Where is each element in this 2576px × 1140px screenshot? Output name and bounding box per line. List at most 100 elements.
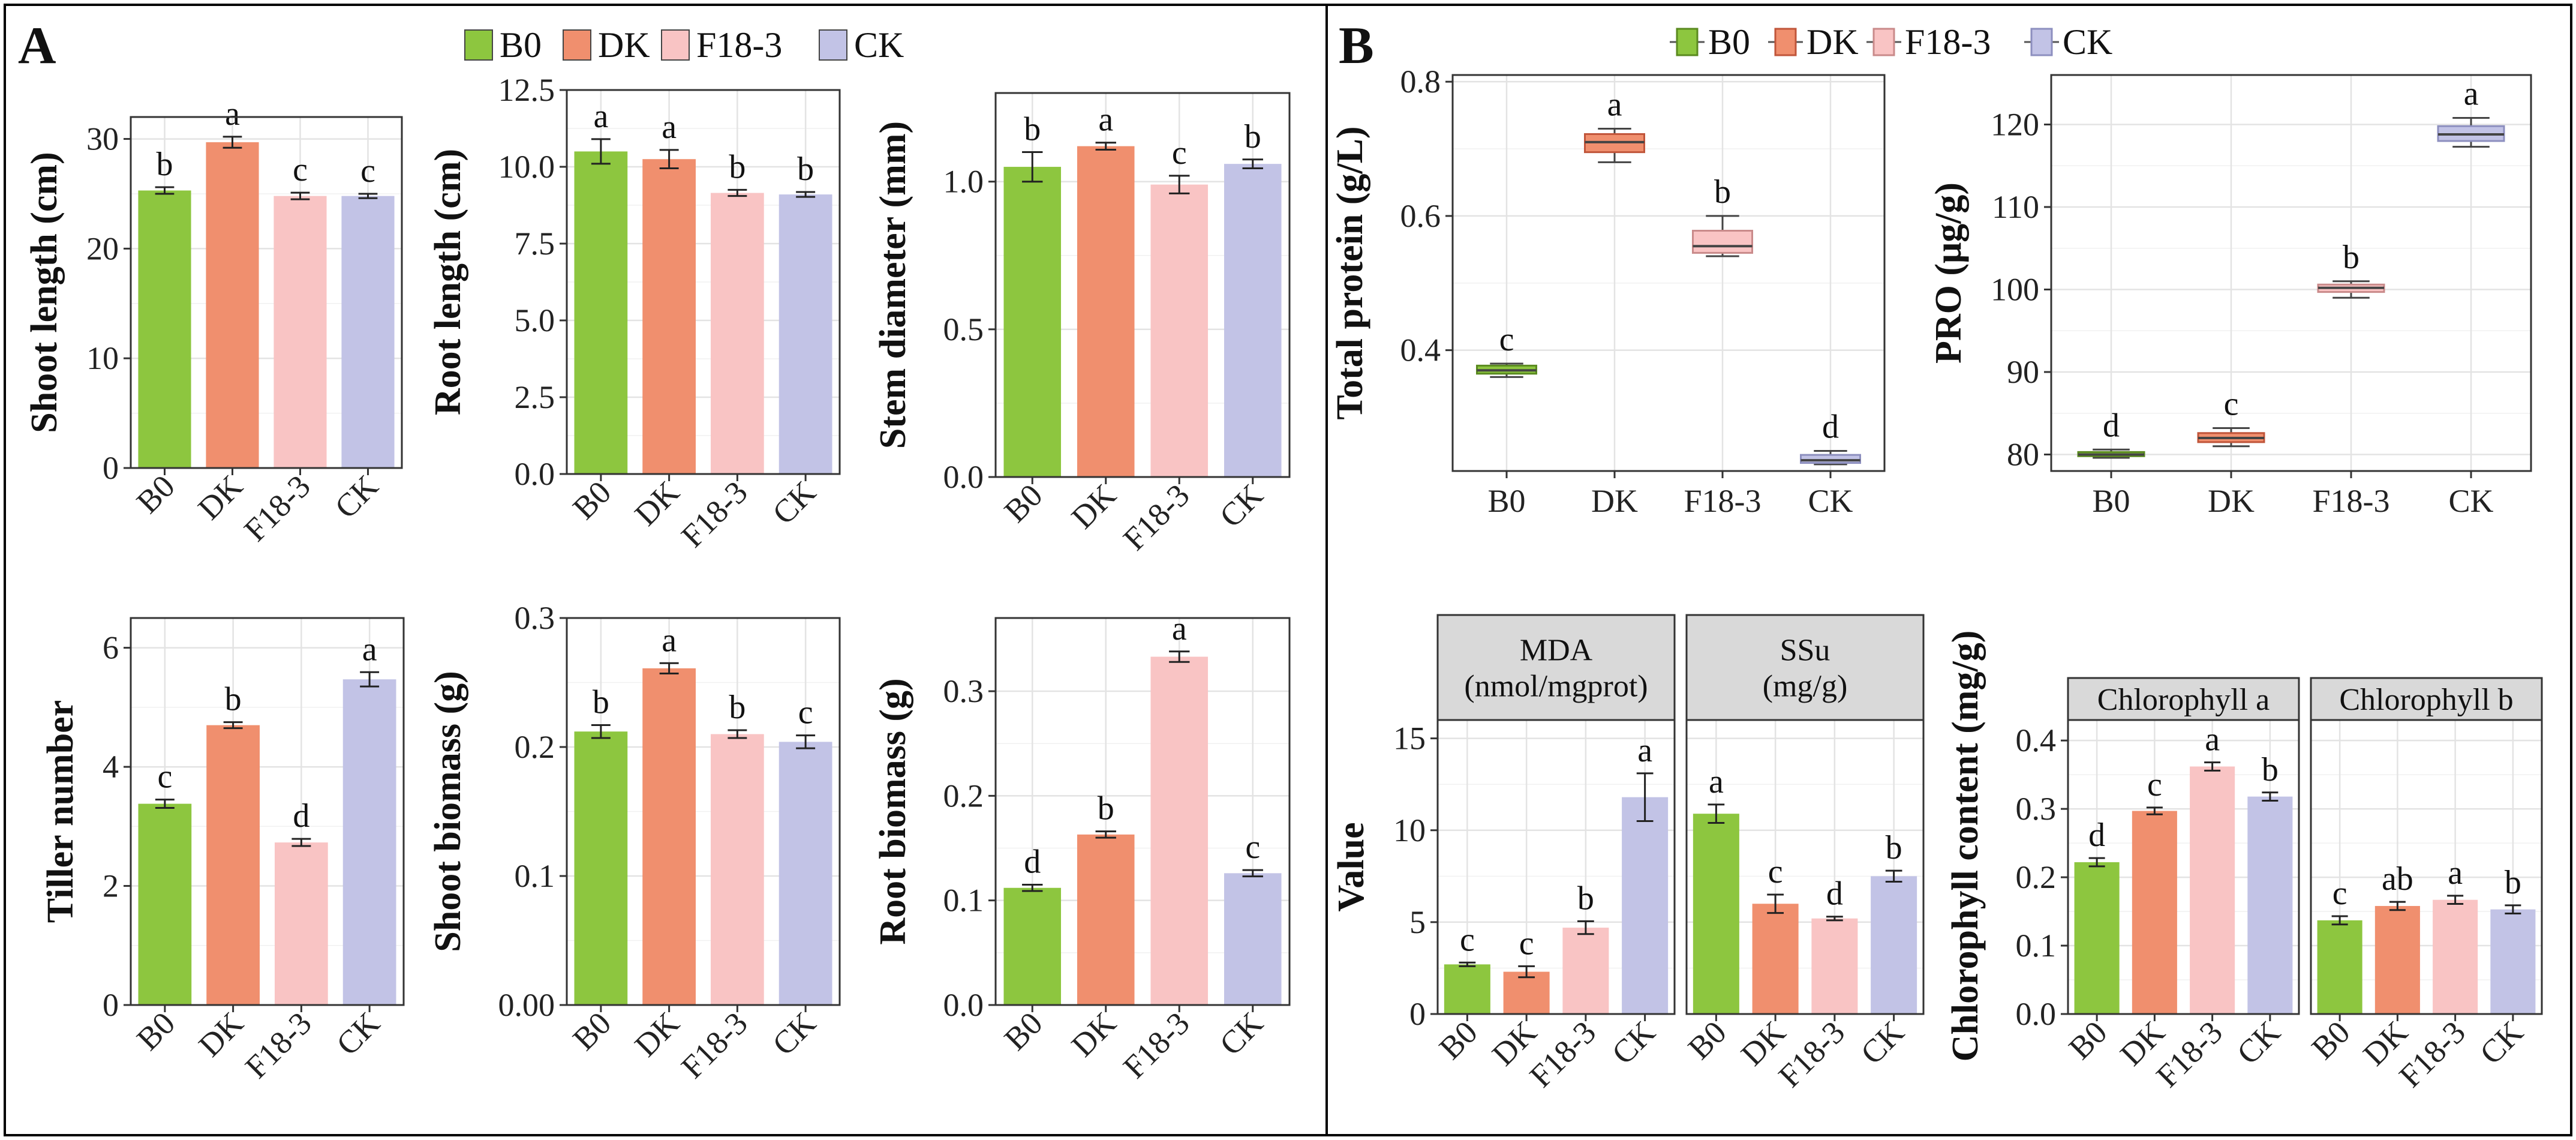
plot-border (566, 617, 841, 1006)
error-bar (591, 138, 611, 165)
significance-letter: a (662, 109, 677, 146)
error-bar (155, 186, 175, 195)
y-tick-label: 0.1 (515, 858, 555, 894)
bar-b0 (138, 190, 191, 468)
y-axis-title: Stem diameter (mm) (873, 121, 913, 449)
y-tick-label: 30 (86, 121, 119, 157)
legend-key-ck (2030, 28, 2053, 56)
error-bar (728, 729, 747, 739)
error-bar (1022, 884, 1043, 892)
error-bar (1518, 965, 1535, 979)
bar-f18-3 (1150, 656, 1209, 1005)
error-bar (2389, 901, 2406, 911)
facet-strip-label: (mg/g) (1763, 670, 1848, 704)
y-tick-label: 10 (1393, 812, 1426, 848)
y-tick-label: 0 (103, 987, 119, 1023)
legend-label: DK (1806, 22, 1859, 62)
y-tick-label: 0.5 (943, 311, 984, 347)
error-bar (291, 838, 311, 847)
box-f18-3 (1692, 230, 1753, 254)
bar-ck (1224, 164, 1282, 478)
significance-letter: a (225, 95, 240, 133)
y-axis-title: Value (1331, 822, 1372, 911)
y-tick-label: 0.3 (943, 673, 984, 709)
legend-item-ck: CK (2024, 22, 2112, 62)
box-whisker (2213, 427, 2250, 448)
error-bar (1885, 869, 1902, 883)
bar-f18-3 (1150, 184, 1209, 477)
box-whisker (1706, 215, 1739, 257)
bar-dk (2132, 811, 2177, 1014)
plot-border (1451, 74, 1886, 472)
significance-letter: a (593, 98, 608, 135)
plot-border (566, 89, 841, 475)
error-bar (1242, 158, 1263, 170)
legend-key-dk (1774, 28, 1797, 56)
y-tick-label: 6 (103, 630, 119, 666)
error-bar (591, 724, 611, 739)
significance-letter: c (2332, 875, 2347, 912)
error-bar (1767, 893, 1784, 914)
plot-border (994, 92, 1291, 478)
error-bar (1242, 869, 1263, 878)
facet-strip (1436, 614, 1676, 721)
error-bar (1708, 803, 1725, 824)
legend-item-dk: DK (1768, 22, 1859, 62)
significance-letter: a (1172, 610, 1187, 647)
legend-label: CK (854, 25, 904, 65)
significance-letter: c (798, 694, 813, 731)
error-bar (2204, 761, 2221, 772)
significance-letter: ab (2382, 860, 2413, 898)
significance-letter: b (729, 148, 746, 185)
y-tick-label: 12.5 (498, 72, 555, 108)
significance-letter: a (662, 622, 677, 659)
significance-letter: b (1245, 118, 1261, 155)
legend-panel-b: B0 DK F18-3 CK (1670, 22, 2112, 62)
significance-letter: b (1714, 173, 1731, 211)
bar-b0 (574, 731, 628, 1005)
legend-key-f18-3 (661, 29, 690, 61)
panel-letter-b: B (1339, 17, 1374, 75)
error-bar (2088, 857, 2105, 868)
y-tick-label: 5 (1409, 904, 1426, 940)
error-bar (290, 191, 310, 200)
significance-letter: b (2505, 864, 2521, 901)
chart-chlorophyll_a: Chlorophyll a d c a b 0.0 0.1 0.2 0.3 0.4 Chloroph… (1945, 631, 2300, 1094)
significance-letter: c (2224, 386, 2239, 423)
box-ck (1800, 454, 1861, 464)
plot-border (2050, 74, 2532, 472)
significance-letter: b (2343, 239, 2359, 276)
bar-f18-3 (711, 193, 764, 474)
error-bar (1169, 650, 1190, 663)
significance-letter: d (1024, 844, 1041, 881)
significance-letter: d (2088, 817, 2105, 854)
x-tick-label: B0 (2092, 483, 2130, 519)
significance-letter: c (1245, 829, 1260, 866)
y-axis-title: Shoot biomass (g) (428, 671, 468, 952)
legend-key-b0 (464, 29, 493, 61)
y-tick-label: 1.0 (943, 164, 984, 200)
bar-f18-3 (1811, 918, 1858, 1014)
facet-strip-label: Chlorophyll a (2097, 683, 2270, 717)
significance-letter: a (2464, 76, 2479, 113)
bar-f18-3 (2190, 766, 2235, 1014)
bar-f18-3 (273, 196, 327, 468)
y-tick-label: 90 (2007, 354, 2039, 390)
y-axis-title: Chlorophyll content (mg/g) (1945, 631, 1986, 1062)
legend-key-ck (819, 29, 847, 61)
x-tick-label: CK (2448, 483, 2493, 519)
bar-dk (1752, 904, 1799, 1014)
error-bar (2262, 791, 2279, 802)
significance-letter: b (1098, 790, 1114, 827)
legend-panel-a: B0 DK F18-3 CK (464, 25, 904, 65)
legend-item-f18-3: F18-3 (1866, 22, 1991, 62)
bar-ck (341, 196, 395, 468)
y-tick-label: 2 (103, 868, 119, 904)
y-tick-label: 0.2 (2016, 859, 2057, 895)
significance-letter: b (1886, 829, 1902, 866)
chart-total_protein: c a b d 0.4 0.6 0.8 Total protein (g/L) B0 DK F18-… (1330, 64, 1886, 519)
x-tick-label: B0 (1487, 483, 1525, 519)
